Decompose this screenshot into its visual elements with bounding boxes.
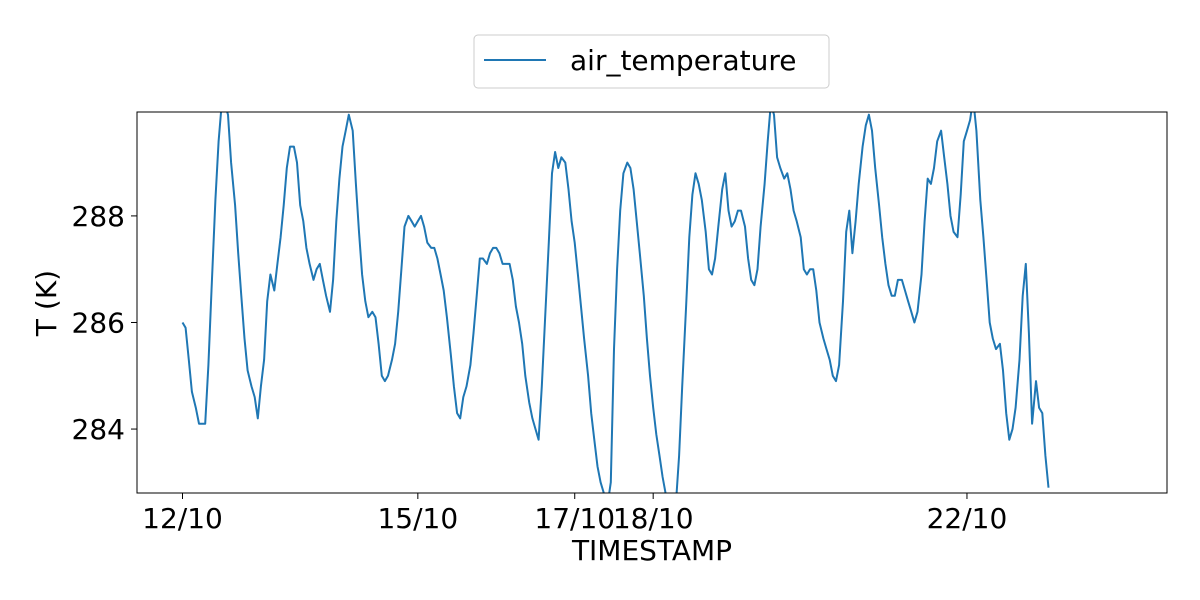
y-tick-label: 286 — [72, 306, 125, 339]
x-tick-label: 12/10 — [142, 502, 223, 535]
y-axis-label: T (K) — [30, 270, 63, 337]
x-tick-label: 15/10 — [377, 502, 458, 535]
y-tick-label: 288 — [72, 200, 125, 233]
legend-label: air_temperature — [570, 44, 796, 77]
legend: air_temperature — [473, 34, 830, 89]
x-tick-label: 17/10 — [534, 502, 615, 535]
series-line-air_temperature — [181, 112, 1050, 493]
y-tick-label: 284 — [72, 413, 125, 446]
x-axis-label: TIMESTAMP — [571, 534, 732, 567]
x-tick-label: 18/10 — [613, 502, 694, 535]
x-tick-label: 22/10 — [927, 502, 1008, 535]
legend-box — [473, 34, 830, 89]
plot-lines — [181, 112, 1050, 493]
plot-area-frame — [136, 111, 1168, 494]
